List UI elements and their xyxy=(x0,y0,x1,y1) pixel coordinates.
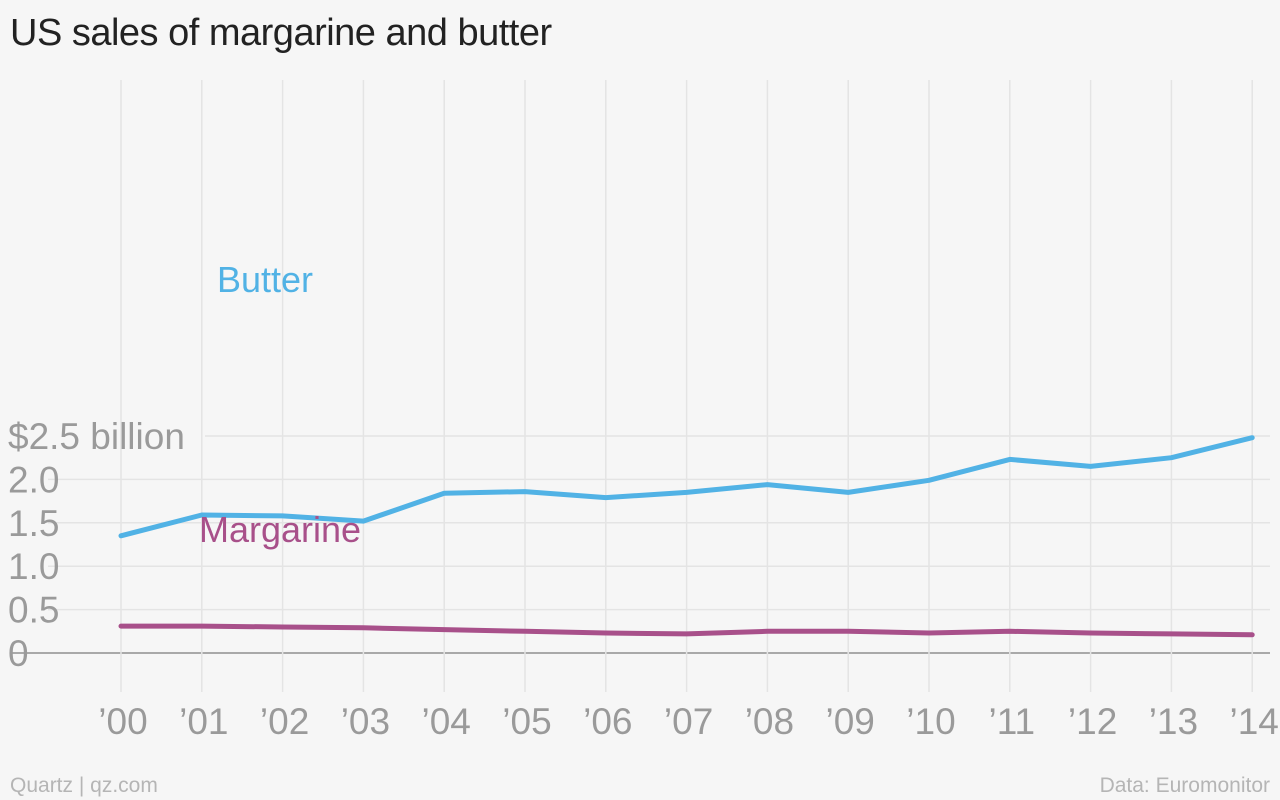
y-tick-label: $2.5 billion xyxy=(8,416,185,457)
x-tick-label: ’04 xyxy=(422,701,471,742)
x-tick-label: ’07 xyxy=(664,701,713,742)
x-tick-label: ’02 xyxy=(260,701,309,742)
y-tick-label: 1.0 xyxy=(8,546,59,587)
x-tick-label: ’11 xyxy=(988,701,1035,742)
x-tick-label: ’06 xyxy=(583,701,632,742)
y-tick-label: 0 xyxy=(8,633,29,674)
x-tick-label: ’13 xyxy=(1149,701,1198,742)
x-tick-label: ’03 xyxy=(341,701,390,742)
y-tick-label: 0.5 xyxy=(8,590,59,631)
chart-title: US sales of margarine and butter xyxy=(10,12,552,54)
series-labels: Butter Margarine xyxy=(199,259,361,550)
data-source: Data: Euromonitor xyxy=(1099,774,1270,797)
y-tick-label: 1.5 xyxy=(8,503,59,544)
series-label-margarine: Margarine xyxy=(199,509,361,550)
x-tick-label: ’05 xyxy=(502,701,551,742)
series-lines xyxy=(118,435,1255,638)
x-tick-label: ’00 xyxy=(98,701,147,742)
x-tick-label: ’12 xyxy=(1068,701,1117,742)
x-tick-label: ’10 xyxy=(906,701,955,742)
x-tick-label: ’01 xyxy=(179,701,228,742)
y-tick-labels: 00.51.01.52.0$2.5 billion xyxy=(8,416,185,674)
grid-lines xyxy=(10,80,1270,692)
source-credit: Quartz | qz.com xyxy=(10,774,158,797)
series-line-margarine xyxy=(118,623,1255,638)
x-tick-labels: ’00 ’01 ’02 ’03 ’04 ’05 ’06 ’07 ’08 ’09 ’10 ’11 ’12 ’… xyxy=(98,701,1279,742)
series-label-butter: Butter xyxy=(217,259,313,300)
x-tick-label: ’09 xyxy=(826,701,875,742)
x-tick-label: ’08 xyxy=(745,701,794,742)
series-line-butter xyxy=(118,435,1255,539)
y-tick-label: 2.0 xyxy=(8,459,59,500)
x-tick-label: ’14 xyxy=(1230,701,1279,742)
